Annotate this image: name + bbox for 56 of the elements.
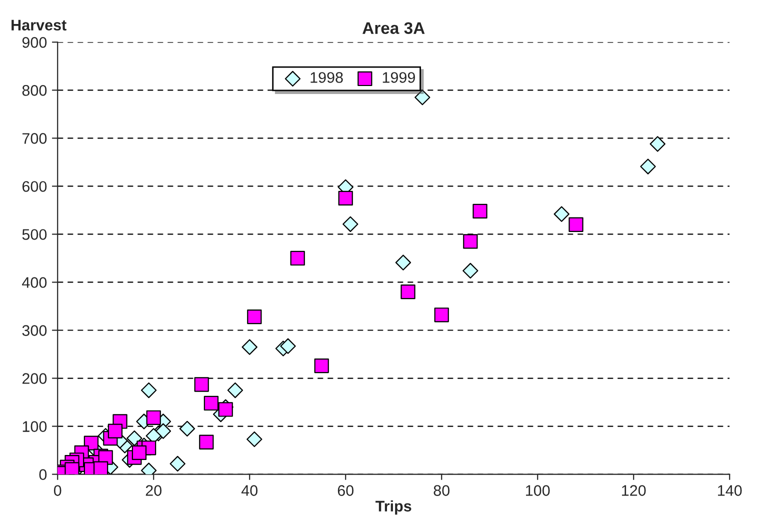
point	[650, 136, 666, 152]
point	[463, 234, 478, 249]
point	[194, 377, 209, 392]
point	[342, 216, 358, 232]
point	[554, 206, 570, 222]
chart-title: Area 3A	[362, 22, 425, 34]
point	[280, 338, 296, 354]
y-tick-label: 800	[22, 85, 47, 96]
x-tick-label: 60	[338, 485, 354, 496]
point	[338, 190, 353, 206]
point	[64, 462, 80, 474]
x-tick-label: 80	[434, 485, 450, 496]
point	[400, 284, 416, 300]
y-tick-label: 700	[22, 133, 47, 144]
x-tick-label: 140	[718, 485, 742, 496]
y-tick-label: 400	[22, 277, 47, 288]
point	[472, 204, 488, 218]
x-tick-label: 40	[241, 485, 258, 496]
point	[462, 262, 478, 279]
y-tick-label: 600	[22, 181, 47, 192]
point	[199, 434, 214, 450]
point	[434, 308, 449, 322]
point	[290, 250, 305, 266]
point	[126, 430, 142, 446]
point	[140, 382, 157, 398]
point	[314, 358, 329, 374]
y-tick-label: 100	[22, 421, 47, 432]
y-tick-label: 500	[22, 229, 47, 240]
point	[414, 90, 430, 106]
x-tick-label: 100	[526, 485, 550, 496]
point	[179, 420, 196, 437]
point	[146, 410, 161, 425]
point	[247, 309, 262, 324]
point	[155, 423, 172, 439]
point	[108, 424, 123, 438]
y-tick-label: 0	[39, 469, 47, 480]
point	[395, 254, 412, 270]
y-tick-label: 300	[22, 325, 47, 336]
legend-label: 1998	[310, 72, 343, 83]
point	[204, 396, 219, 411]
point	[93, 461, 108, 474]
y-tick-label: 200	[22, 373, 47, 384]
point	[568, 217, 584, 232]
point	[170, 456, 186, 472]
x-axis-title: Trips	[376, 500, 412, 515]
point	[246, 431, 262, 448]
point	[218, 402, 233, 417]
x-tick-label: 0	[54, 485, 62, 496]
point	[227, 382, 244, 398]
y-tick-label: 900	[22, 37, 47, 48]
x-tick-label: 120	[622, 485, 646, 496]
x-tick-label: 20	[146, 485, 162, 496]
point	[640, 158, 656, 174]
point	[242, 339, 258, 355]
legend-label: 1999	[382, 72, 415, 83]
y-axis-title: Harvest	[12, 20, 66, 30]
